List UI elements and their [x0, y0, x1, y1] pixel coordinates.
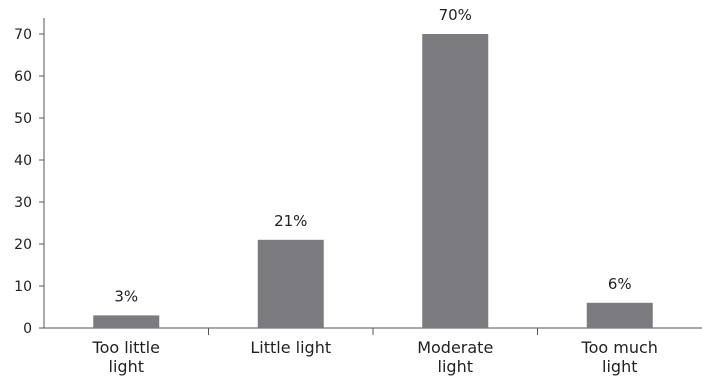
- bar: [422, 34, 489, 328]
- y-tick-label: 30: [14, 195, 32, 211]
- category-label-line: Too little: [92, 338, 160, 357]
- category-label-line: Little light: [250, 338, 331, 357]
- y-tick-label: 40: [14, 153, 32, 169]
- category-label: Too little light: [92, 338, 160, 376]
- category-label-line: light: [438, 357, 473, 376]
- data-labels: 3% 21% 70% 6%: [114, 6, 631, 305]
- category-label-line: Too much: [581, 338, 658, 357]
- category-label-line: light: [109, 357, 144, 376]
- bars: [93, 34, 653, 328]
- data-label: 70%: [439, 6, 472, 24]
- data-label: 21%: [274, 212, 307, 230]
- category-label: Too much light: [581, 338, 658, 376]
- bar: [586, 302, 653, 328]
- category-label-line: Moderate: [417, 338, 493, 357]
- category-label: Little light: [250, 338, 331, 357]
- y-tick-label: 50: [14, 111, 32, 127]
- bar: [257, 239, 324, 328]
- y-tick-label: 70: [14, 27, 32, 43]
- category-label-line: light: [602, 357, 637, 376]
- bar: [93, 315, 160, 328]
- y-tick-label: 10: [14, 279, 32, 295]
- category-label: Moderate light: [417, 338, 493, 376]
- y-axis-ticks: 0 10 20 30 40 50 60 70: [14, 27, 44, 337]
- data-label: 3%: [114, 287, 138, 305]
- y-tick-label: 60: [14, 69, 32, 85]
- y-tick-label: 20: [14, 237, 32, 253]
- data-label: 6%: [608, 275, 632, 293]
- y-tick-label: 0: [23, 321, 32, 337]
- axes: [39, 18, 702, 335]
